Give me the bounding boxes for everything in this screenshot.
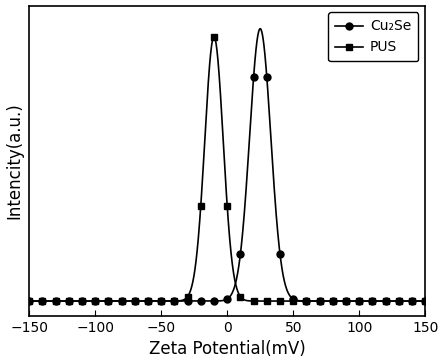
X-axis label: Zeta Potential(mV): Zeta Potential(mV) (149, 340, 305, 359)
Y-axis label: Intencity(a.u.): Intencity(a.u.) (6, 102, 24, 219)
Legend: Cu₂Se, PUS: Cu₂Se, PUS (329, 12, 418, 61)
